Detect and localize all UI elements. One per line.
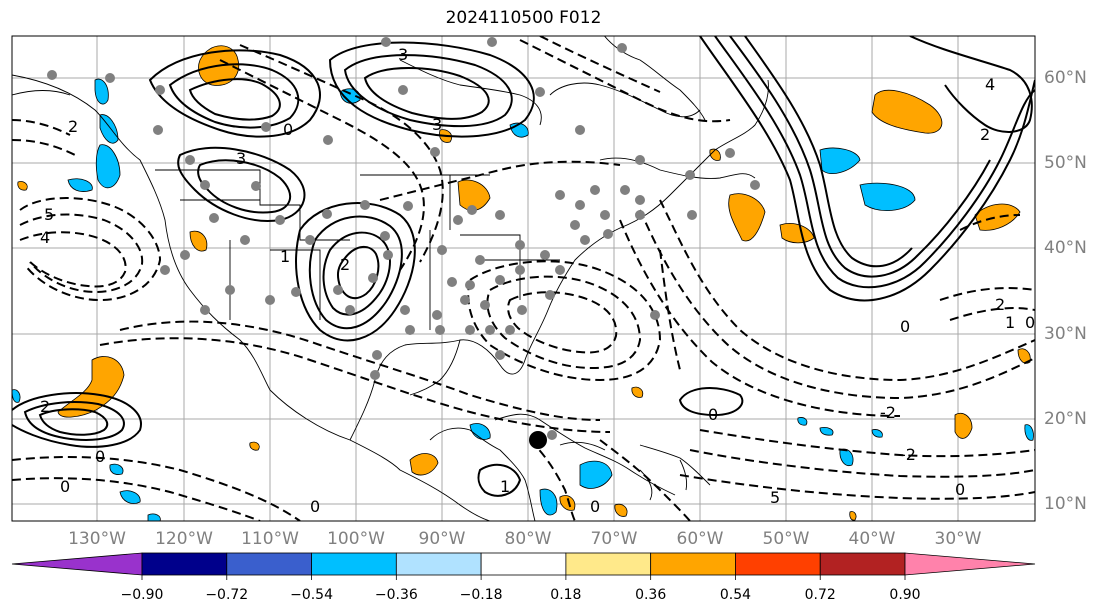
colorbar-segment bbox=[227, 553, 312, 575]
colorbar-segment bbox=[312, 553, 397, 575]
colorbar-tick-label: 0.90 bbox=[889, 587, 920, 603]
svg-text:2: 2 bbox=[995, 295, 1005, 314]
lon-label: 80°W bbox=[505, 529, 552, 549]
colorbar-segment bbox=[566, 553, 651, 575]
svg-text:2: 2 bbox=[340, 255, 350, 274]
svg-text:0: 0 bbox=[283, 120, 293, 139]
svg-text:0: 0 bbox=[590, 497, 600, 516]
lon-label: 110°W bbox=[241, 529, 299, 549]
lon-label: 120°W bbox=[155, 529, 213, 549]
colorbar-extend-high bbox=[905, 553, 1035, 575]
svg-text:-2: -2 bbox=[900, 445, 916, 464]
svg-text:5: 5 bbox=[44, 205, 54, 224]
svg-text:0: 0 bbox=[955, 480, 965, 499]
svg-text:4: 4 bbox=[40, 228, 50, 247]
svg-text:0: 0 bbox=[900, 317, 910, 336]
colorbar-segment bbox=[142, 553, 227, 575]
svg-text:5: 5 bbox=[770, 488, 780, 507]
colorbar-tick-label: −0.18 bbox=[460, 587, 503, 603]
lon-label: 70°W bbox=[591, 529, 638, 549]
colorbar bbox=[12, 553, 1035, 580]
svg-text:0: 0 bbox=[60, 477, 70, 496]
storm-center-marker bbox=[529, 431, 547, 449]
svg-text:2: 2 bbox=[68, 117, 78, 136]
svg-text:2: 2 bbox=[40, 397, 50, 416]
svg-text:3: 3 bbox=[398, 45, 408, 64]
colorbar-tick-label: 0.18 bbox=[550, 587, 581, 603]
svg-text:0: 0 bbox=[708, 405, 718, 424]
colorbar-tick-label: 0.36 bbox=[635, 587, 666, 603]
chart-title: 2024110500 F012 bbox=[0, 8, 1047, 28]
colorbar-segment bbox=[820, 553, 905, 575]
lon-label: 60°W bbox=[677, 529, 724, 549]
svg-text:1: 1 bbox=[280, 247, 290, 266]
colorbar-tick-label: −0.90 bbox=[121, 587, 164, 603]
colorbar-tick-label: 0.54 bbox=[720, 587, 751, 603]
lon-label: 30°W bbox=[935, 529, 982, 549]
svg-text:1: 1 bbox=[500, 477, 510, 496]
svg-text:3: 3 bbox=[236, 149, 246, 168]
lat-label: 60°N bbox=[1044, 68, 1087, 88]
lat-label: 20°N bbox=[1044, 409, 1087, 429]
svg-text:2: 2 bbox=[980, 125, 990, 144]
lat-label: 40°N bbox=[1044, 238, 1087, 258]
colorbar-extend-low bbox=[12, 553, 142, 575]
svg-text:3: 3 bbox=[432, 115, 442, 134]
colorbar-segment bbox=[396, 553, 481, 575]
svg-text:0: 0 bbox=[310, 497, 320, 516]
svg-text:4: 4 bbox=[985, 75, 995, 94]
lon-label: 40°W bbox=[849, 529, 896, 549]
lon-label: 90°W bbox=[419, 529, 466, 549]
lon-label: 100°W bbox=[327, 529, 385, 549]
svg-text:-2: -2 bbox=[880, 403, 896, 422]
lat-label: 10°N bbox=[1044, 494, 1087, 514]
lat-label: 50°N bbox=[1044, 153, 1087, 173]
colorbar-tick-label: −0.54 bbox=[290, 587, 333, 603]
colorbar-tick-label: −0.72 bbox=[205, 587, 248, 603]
colorbar-segment bbox=[651, 553, 736, 575]
colorbar-segment bbox=[735, 553, 820, 575]
lon-label: 130°W bbox=[68, 529, 126, 549]
lon-label: 50°W bbox=[763, 529, 810, 549]
colorbar-tick-label: −0.36 bbox=[375, 587, 418, 603]
lat-label: 30°N bbox=[1044, 324, 1087, 344]
colorbar-tick-label: 0.72 bbox=[805, 587, 836, 603]
colorbar-segment bbox=[481, 553, 566, 575]
svg-text:0: 0 bbox=[1025, 313, 1035, 332]
svg-text:0: 0 bbox=[95, 447, 105, 466]
svg-text:1: 1 bbox=[1005, 313, 1015, 332]
